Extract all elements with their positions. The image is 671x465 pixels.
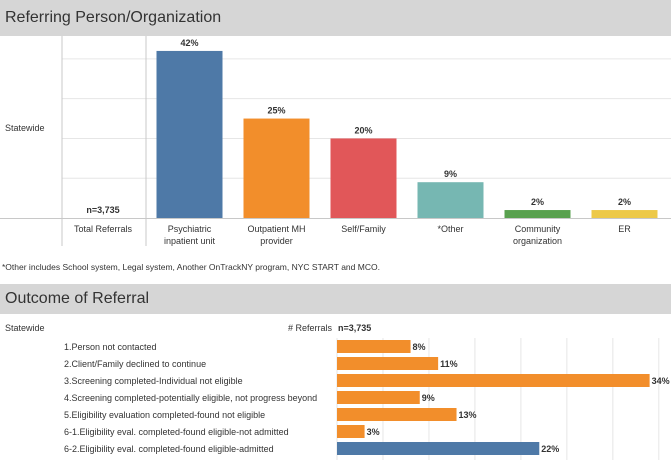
bar-value-label: 9% [422,393,435,403]
bar-value-label: 25% [267,106,285,116]
category-label: Self/Family [341,224,386,234]
bar-value-label: 20% [354,125,372,135]
referrals-count-value: n=3,735 [338,323,371,333]
bar [337,357,439,370]
referring-bars [156,50,658,218]
bar [337,340,411,353]
bar [504,210,571,218]
bar [330,138,397,218]
outcome-bars [337,340,650,455]
bar-value-label: 13% [459,410,477,420]
bar-value-label: 22% [541,444,559,454]
category-label: *Other [437,224,463,234]
referring-value-labels: 42% 25% 20% 9% 2% 2% [180,38,631,207]
category-label: 6-1.Eligibility eval. completed-found el… [64,427,289,437]
category-label: Community [515,224,561,234]
outcome-category-labels: 1.Person not contacted 2.Client/Family de… [64,342,317,454]
referring-category-labels: Psychiatric inpatient unit Outpatient MH pr… [164,224,631,246]
referrals-count-label: # Referrals [288,323,333,333]
referring-axes [0,36,671,246]
category-label: Psychiatric [168,224,212,234]
other-footnote: *Other includes School system, Legal sys… [2,262,380,272]
bar [337,374,650,387]
bar [337,425,365,438]
bar [337,391,420,404]
bar [337,442,540,455]
bar-value-label: 42% [180,38,198,48]
category-label: Outpatient MH [247,224,305,234]
bar [337,408,457,421]
category-label: organization [513,236,562,246]
bar-value-label: 9% [444,169,457,179]
bar-value-label: 8% [413,342,426,352]
category-label: provider [260,236,293,246]
category-label: 3.Screening completed-Individual not eli… [64,376,243,386]
category-label: inpatient unit [164,236,216,246]
total-referrals-value: n=3,735 [86,205,119,215]
bar [417,182,484,218]
category-label: 6-2.Eligibility eval. completed-found el… [64,444,274,454]
bar-value-label: 2% [531,197,544,207]
bar [243,118,310,218]
bar-value-label: 2% [618,197,631,207]
outcome-section-title: Outcome of Referral [0,284,671,314]
total-referrals-label: Total Referrals [74,224,133,234]
bar-value-label: 3% [367,427,380,437]
bar-value-label: 11% [440,359,458,369]
category-label: 5.Eligibility evaluation completed-found… [64,410,265,420]
category-label: 2.Client/Family declined to continue [64,359,206,369]
referring-row-label: Statewide [5,123,45,133]
referring-bar-chart: Statewide n=3,735 Total Referrals 42% 25%… [0,36,671,246]
bar [591,210,658,218]
bar-value-label: 34% [652,376,670,386]
category-label: ER [618,224,631,234]
outcome-bar-chart: Statewide # Referrals n=3,735 8% 11% 34% 9%… [5,323,670,460]
outcome-row-label: Statewide [5,323,45,333]
referring-section-title: Referring Person/Organization [0,0,671,36]
category-label: 1.Person not contacted [64,342,157,352]
outcome-value-labels: 8% 11% 34% 9% 13% 3% 22% [367,342,670,454]
category-label: 4.Screening completed-potentially eligib… [64,393,317,403]
bar [156,50,223,218]
